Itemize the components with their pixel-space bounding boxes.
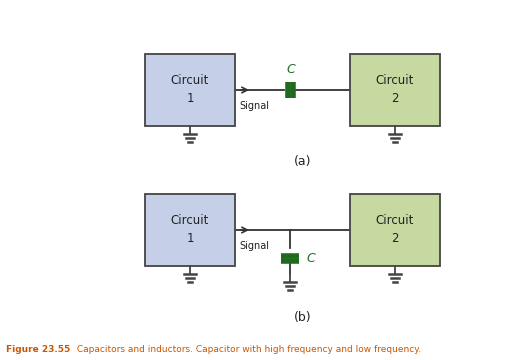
Text: (b): (b) (294, 311, 311, 324)
Text: Capacitors and inductors. Capacitor with high frequency and low frequency.: Capacitors and inductors. Capacitor with… (74, 345, 421, 354)
Bar (350, 54, 440, 126)
Bar (350, 194, 440, 266)
Text: Circuit
2: Circuit 2 (376, 215, 414, 246)
Text: Circuit
1: Circuit 1 (171, 215, 209, 246)
Text: Signal: Signal (239, 241, 269, 251)
Bar (145, 194, 235, 266)
Text: Circuit
1: Circuit 1 (171, 75, 209, 105)
Text: C: C (287, 63, 295, 76)
Text: Signal: Signal (239, 101, 269, 111)
Text: Circuit
2: Circuit 2 (376, 75, 414, 105)
Text: Figure 23.55: Figure 23.55 (6, 345, 70, 354)
Text: (a): (a) (294, 154, 311, 167)
Bar (145, 54, 235, 126)
Text: C: C (306, 252, 315, 266)
